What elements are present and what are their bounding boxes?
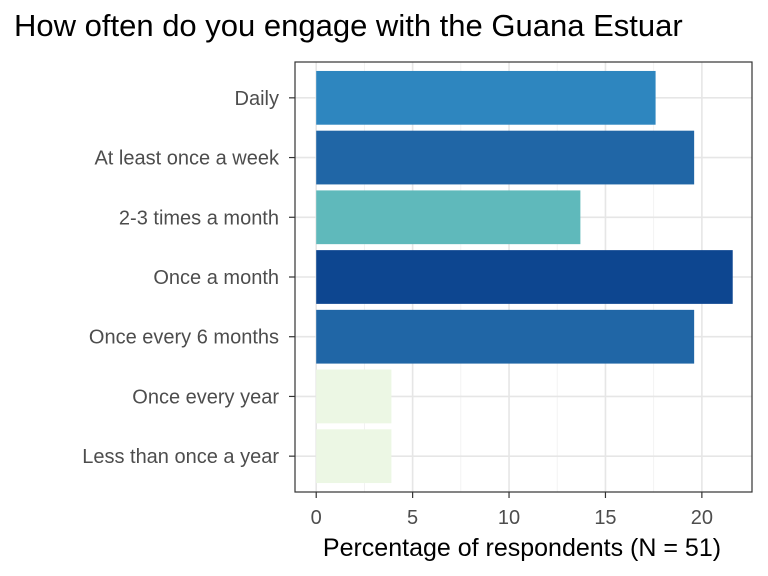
y-tick-label: Once every 6 months [89, 327, 279, 349]
bar [316, 369, 392, 424]
y-tick-label: Once a month [153, 267, 279, 289]
bar [316, 190, 581, 245]
x-tick-label: 0 [311, 507, 322, 529]
y-tick-label: Once every year [132, 386, 279, 408]
y-tick-label: Daily [235, 88, 279, 110]
bar [316, 309, 695, 364]
x-axis-title: Percentage of respondents (N = 51) [323, 534, 721, 562]
bar [316, 70, 656, 125]
y-tick-label: 2-3 times a month [119, 207, 279, 229]
x-tick-label: 10 [498, 507, 520, 529]
chart-title: How often do you engage with the Guana E… [14, 8, 683, 43]
y-tick-label: Less than once a year [82, 446, 279, 468]
x-tick-label: 15 [594, 507, 616, 529]
bar [316, 130, 695, 185]
bar [316, 250, 733, 304]
x-tick-label: 5 [407, 507, 418, 529]
axes: Daily At least once a week 2-3 times a mon… [82, 88, 713, 529]
bar [316, 429, 392, 484]
x-tick-label: 20 [691, 507, 713, 529]
bars [316, 70, 733, 484]
y-tick-label: At least once a week [94, 148, 280, 170]
